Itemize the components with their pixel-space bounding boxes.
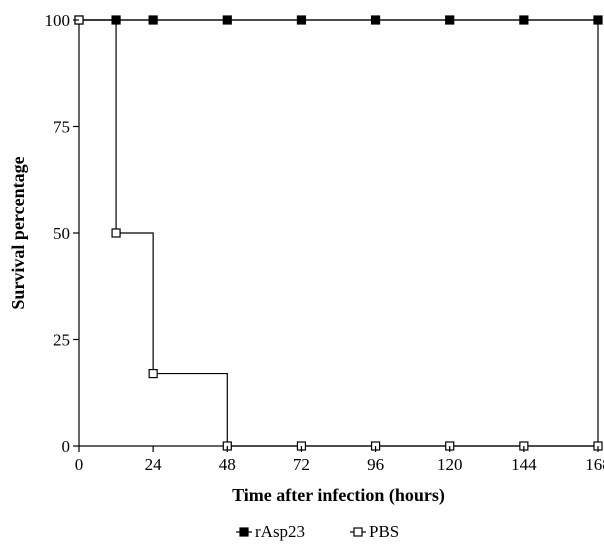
plot-border bbox=[78, 19, 599, 447]
x-tick-label-72: 72 bbox=[293, 455, 310, 474]
plot-frame bbox=[78, 19, 599, 447]
series-pbs bbox=[74, 15, 603, 451]
legend-label: rAsp23 bbox=[255, 522, 305, 541]
point-rasp23-7 bbox=[519, 15, 529, 25]
point-rasp23-3 bbox=[222, 15, 232, 25]
point-pbs-2 bbox=[148, 368, 158, 379]
series-line-pbs bbox=[79, 19, 598, 447]
axes-layer: 0 25 50 75 100 0 24 48 72 96 120 144 168 bbox=[45, 11, 604, 474]
legend-marker bbox=[239, 527, 249, 537]
x-tick-label-24: 24 bbox=[145, 455, 163, 474]
point-pbs-1 bbox=[111, 228, 121, 238]
y-tick-label-25: 25 bbox=[53, 331, 70, 350]
x-tick-label-168: 168 bbox=[585, 455, 604, 474]
point-rasp23-2 bbox=[148, 15, 158, 25]
x-tick-label-144: 144 bbox=[511, 455, 537, 474]
legend: rAsp23 PBS bbox=[236, 522, 399, 541]
x-tick-label-96: 96 bbox=[367, 455, 384, 474]
x-axis-title: Time after infection (hours) bbox=[232, 485, 445, 506]
series-rasp23 bbox=[74, 15, 603, 25]
x-tick-label-0: 0 bbox=[75, 455, 84, 474]
y-tick-label-100: 100 bbox=[45, 11, 71, 30]
legend-marker bbox=[353, 527, 363, 537]
legend-entry-pbs: PBS bbox=[350, 522, 399, 541]
point-rasp23-5 bbox=[370, 15, 381, 25]
point-rasp23-6 bbox=[445, 15, 455, 25]
x-tick-label-48: 48 bbox=[219, 455, 236, 474]
y-tick-label-75: 75 bbox=[53, 118, 70, 137]
point-rasp23-4 bbox=[296, 15, 307, 25]
y-tick-label-0: 0 bbox=[62, 437, 71, 456]
x-tick-label-120: 120 bbox=[437, 455, 463, 474]
point-rasp23-8 bbox=[593, 15, 603, 25]
legend-label: PBS bbox=[369, 522, 399, 541]
y-tick-label-50: 50 bbox=[53, 224, 70, 243]
y-axis-title: Survival percentage bbox=[8, 156, 28, 309]
series-layer bbox=[74, 15, 603, 451]
legend-entry-rasp23: rAsp23 bbox=[236, 522, 305, 541]
